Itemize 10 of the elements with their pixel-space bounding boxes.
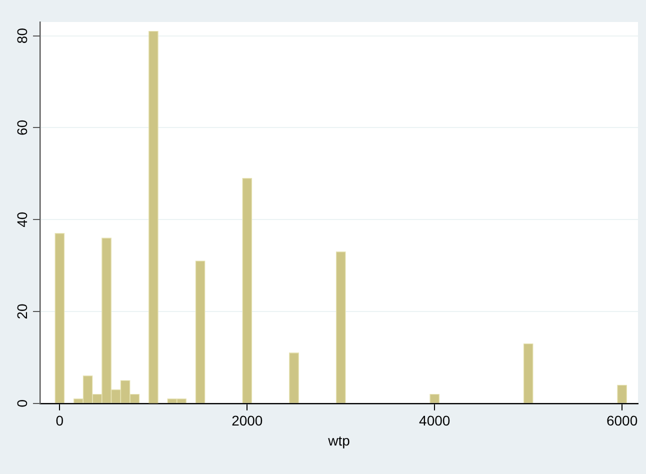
y-tick-label: 80: [14, 28, 30, 44]
x-tick-label: 4000: [419, 412, 450, 429]
y-tick-label: 0: [14, 399, 30, 408]
x-tick-label: 2000: [232, 412, 263, 429]
x-tick-label: 0: [56, 412, 64, 429]
x-axis-title: wtp: [327, 432, 350, 448]
y-tick-label: 40: [14, 212, 30, 228]
y-tick-label: 20: [14, 304, 30, 320]
y-tick-label: 60: [14, 120, 30, 136]
x-tick-label: 6000: [606, 412, 638, 429]
